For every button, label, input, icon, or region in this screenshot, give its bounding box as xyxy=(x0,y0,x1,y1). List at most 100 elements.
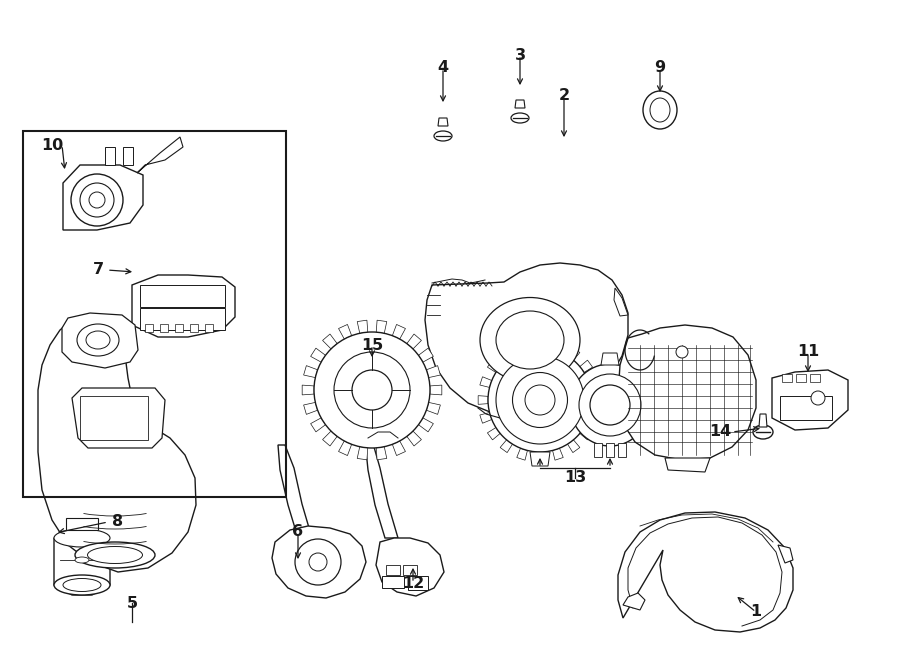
Text: 4: 4 xyxy=(437,61,448,75)
Polygon shape xyxy=(480,412,491,423)
Ellipse shape xyxy=(525,385,555,415)
Polygon shape xyxy=(54,538,110,595)
Ellipse shape xyxy=(512,373,568,428)
Polygon shape xyxy=(665,458,710,472)
Ellipse shape xyxy=(480,297,580,383)
Text: 9: 9 xyxy=(654,61,666,75)
Polygon shape xyxy=(778,545,793,563)
Bar xyxy=(145,324,153,332)
Polygon shape xyxy=(618,325,756,460)
Bar xyxy=(205,324,213,332)
Polygon shape xyxy=(62,313,138,368)
Polygon shape xyxy=(357,320,368,333)
Polygon shape xyxy=(365,440,398,538)
Ellipse shape xyxy=(650,98,670,122)
Polygon shape xyxy=(338,325,352,339)
Polygon shape xyxy=(66,518,98,530)
Bar xyxy=(782,374,792,382)
Bar xyxy=(594,443,602,457)
Polygon shape xyxy=(105,147,115,165)
Bar xyxy=(780,396,832,420)
Polygon shape xyxy=(480,377,491,387)
Polygon shape xyxy=(601,353,619,365)
Text: 5: 5 xyxy=(126,596,138,611)
Polygon shape xyxy=(72,388,165,448)
Polygon shape xyxy=(515,100,525,108)
Text: 12: 12 xyxy=(402,576,424,590)
Ellipse shape xyxy=(295,539,341,585)
Polygon shape xyxy=(418,348,434,362)
Ellipse shape xyxy=(75,557,89,563)
Polygon shape xyxy=(568,348,580,360)
Polygon shape xyxy=(338,441,352,455)
Polygon shape xyxy=(278,445,312,538)
Polygon shape xyxy=(407,334,421,349)
Polygon shape xyxy=(488,428,500,440)
Polygon shape xyxy=(568,440,580,453)
Ellipse shape xyxy=(590,385,630,425)
Bar xyxy=(403,565,417,575)
Polygon shape xyxy=(427,366,440,377)
Bar xyxy=(140,308,225,330)
Ellipse shape xyxy=(54,529,110,547)
Polygon shape xyxy=(517,448,527,460)
Polygon shape xyxy=(500,440,512,453)
Polygon shape xyxy=(623,593,645,610)
Polygon shape xyxy=(80,396,148,440)
Ellipse shape xyxy=(511,113,529,123)
Text: 2: 2 xyxy=(558,87,570,102)
Bar xyxy=(796,374,806,382)
Polygon shape xyxy=(517,340,527,352)
Text: 8: 8 xyxy=(112,514,123,529)
Polygon shape xyxy=(488,360,500,372)
Polygon shape xyxy=(132,275,235,337)
Polygon shape xyxy=(392,325,406,339)
Ellipse shape xyxy=(54,575,110,595)
Ellipse shape xyxy=(89,192,105,208)
Polygon shape xyxy=(614,288,628,316)
Bar xyxy=(606,443,614,457)
Ellipse shape xyxy=(496,311,564,369)
Ellipse shape xyxy=(63,578,101,592)
Ellipse shape xyxy=(753,425,773,439)
Ellipse shape xyxy=(77,324,119,356)
Polygon shape xyxy=(530,452,550,466)
Polygon shape xyxy=(478,396,488,405)
Bar xyxy=(190,324,198,332)
Polygon shape xyxy=(553,340,563,352)
Ellipse shape xyxy=(309,553,327,571)
Polygon shape xyxy=(592,396,602,405)
Ellipse shape xyxy=(434,131,452,141)
Ellipse shape xyxy=(811,391,825,405)
Text: 14: 14 xyxy=(709,424,731,440)
Polygon shape xyxy=(438,118,448,126)
Polygon shape xyxy=(427,403,440,414)
Text: 6: 6 xyxy=(292,524,303,539)
Ellipse shape xyxy=(314,332,430,448)
Ellipse shape xyxy=(86,331,110,349)
Polygon shape xyxy=(137,137,183,173)
Polygon shape xyxy=(376,447,387,460)
Text: 11: 11 xyxy=(796,344,819,360)
Ellipse shape xyxy=(352,370,392,410)
Ellipse shape xyxy=(75,542,155,568)
Polygon shape xyxy=(553,448,563,460)
Polygon shape xyxy=(500,348,512,360)
Polygon shape xyxy=(580,360,592,372)
Polygon shape xyxy=(357,447,368,460)
Ellipse shape xyxy=(496,356,584,444)
Polygon shape xyxy=(310,418,326,432)
Text: 15: 15 xyxy=(361,338,383,352)
Polygon shape xyxy=(63,165,143,230)
Polygon shape xyxy=(322,431,338,446)
Text: 3: 3 xyxy=(515,48,526,63)
Text: 7: 7 xyxy=(93,262,104,278)
Bar xyxy=(386,565,400,575)
Ellipse shape xyxy=(643,91,677,129)
Ellipse shape xyxy=(570,364,650,446)
Ellipse shape xyxy=(334,352,410,428)
Bar xyxy=(810,374,820,382)
Polygon shape xyxy=(536,338,544,348)
Bar xyxy=(160,324,168,332)
Ellipse shape xyxy=(579,374,641,436)
